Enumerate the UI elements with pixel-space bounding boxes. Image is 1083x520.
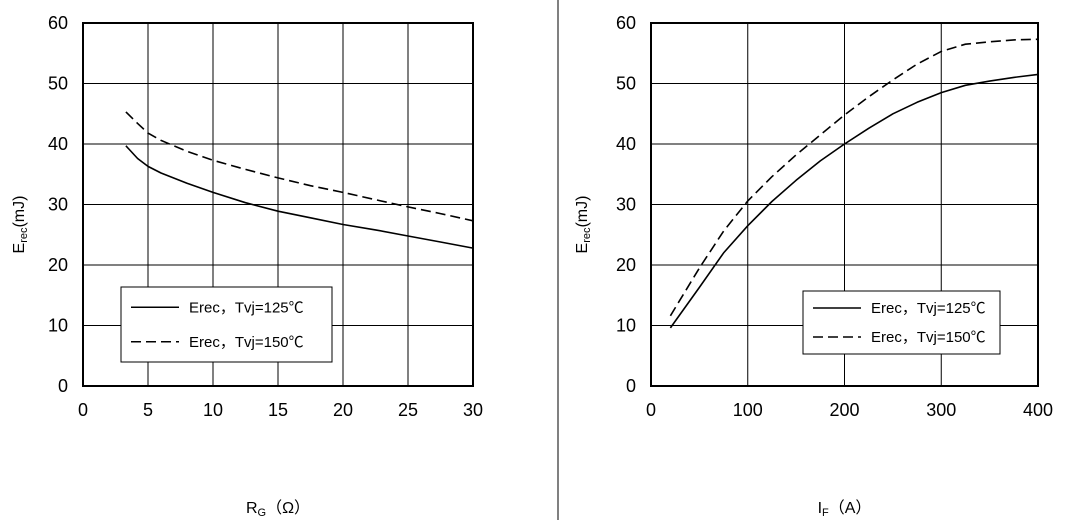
y-tick-label: 0: [58, 376, 68, 396]
x-axis-label: IF（A）: [818, 499, 872, 519]
y-tick-label: 60: [616, 13, 636, 33]
y-tick-label: 0: [626, 376, 636, 396]
y-tick-label: 50: [616, 74, 636, 94]
series-line-tvj150: [125, 111, 474, 222]
y-axis-label-subscript: rec: [581, 227, 593, 243]
legend-box: [802, 290, 1001, 355]
x-tick-label: 100: [733, 400, 763, 420]
y-tick-label: 20: [616, 255, 636, 275]
y-axis-label-unit: (mJ): [574, 196, 591, 228]
y-axis-label-main: E: [574, 243, 591, 254]
y-tick-label: 40: [616, 134, 636, 154]
y-tick-label: 10: [616, 316, 636, 336]
y-tick-label: 50: [48, 74, 68, 94]
x-axis-label-subscript: G: [258, 507, 267, 519]
series-line-tvj125: [125, 145, 474, 249]
y-axis-label: Erec(mJ): [574, 196, 593, 254]
legend-entry: Erec，Tvj=150℃: [189, 334, 304, 351]
x-tick-label: 300: [926, 400, 956, 420]
x-axis-label-unit: （Ω）: [266, 499, 310, 517]
x-axis-label-main: R: [246, 500, 258, 517]
y-tick-label: 30: [48, 195, 68, 215]
y-tick-label: 60: [48, 13, 68, 33]
legend-entry: Erec，Tvj=125℃: [189, 299, 304, 316]
series-line-tvj150: [669, 38, 1039, 317]
x-tick-label: 0: [78, 400, 88, 420]
y-axis-label-unit: (mJ): [11, 196, 28, 228]
y-tick-label: 20: [48, 255, 68, 275]
x-tick-label: 30: [463, 400, 483, 420]
legend: Erec，Tvj=125℃ Erec，Tvj=150℃: [120, 286, 333, 363]
legend: Erec，Tvj=125℃ Erec，Tvj=150℃: [802, 290, 1001, 355]
x-tick-label: 15: [268, 400, 288, 420]
x-axis-label-subscript: F: [822, 507, 829, 519]
plot-area-frame: [82, 22, 474, 387]
x-tick-label: 200: [829, 400, 859, 420]
plot-area-frame: [650, 22, 1039, 387]
x-tick-label: 0: [646, 400, 656, 420]
x-tick-label: 400: [1023, 400, 1053, 420]
series-line-tvj125: [669, 73, 1039, 329]
x-tick-label: 10: [203, 400, 223, 420]
x-axis-label-unit: （A）: [829, 499, 872, 517]
x-axis-label-main: I: [818, 500, 822, 517]
y-tick-label: 30: [616, 195, 636, 215]
legend-box: [120, 286, 333, 363]
x-axis-label: RG（Ω）: [246, 499, 310, 519]
x-tick-label: 5: [143, 400, 153, 420]
x-tick-label: 20: [333, 400, 353, 420]
legend-entry: Erec，Tvj=125℃: [871, 300, 986, 317]
y-axis-label-main: E: [11, 243, 28, 254]
y-axis-label: Erec(mJ): [11, 196, 30, 254]
legend-entry: Erec，Tvj=150℃: [871, 329, 986, 346]
y-tick-label: 40: [48, 134, 68, 154]
y-axis-label-subscript: rec: [18, 227, 30, 243]
y-tick-label: 10: [48, 316, 68, 336]
x-tick-label: 25: [398, 400, 418, 420]
